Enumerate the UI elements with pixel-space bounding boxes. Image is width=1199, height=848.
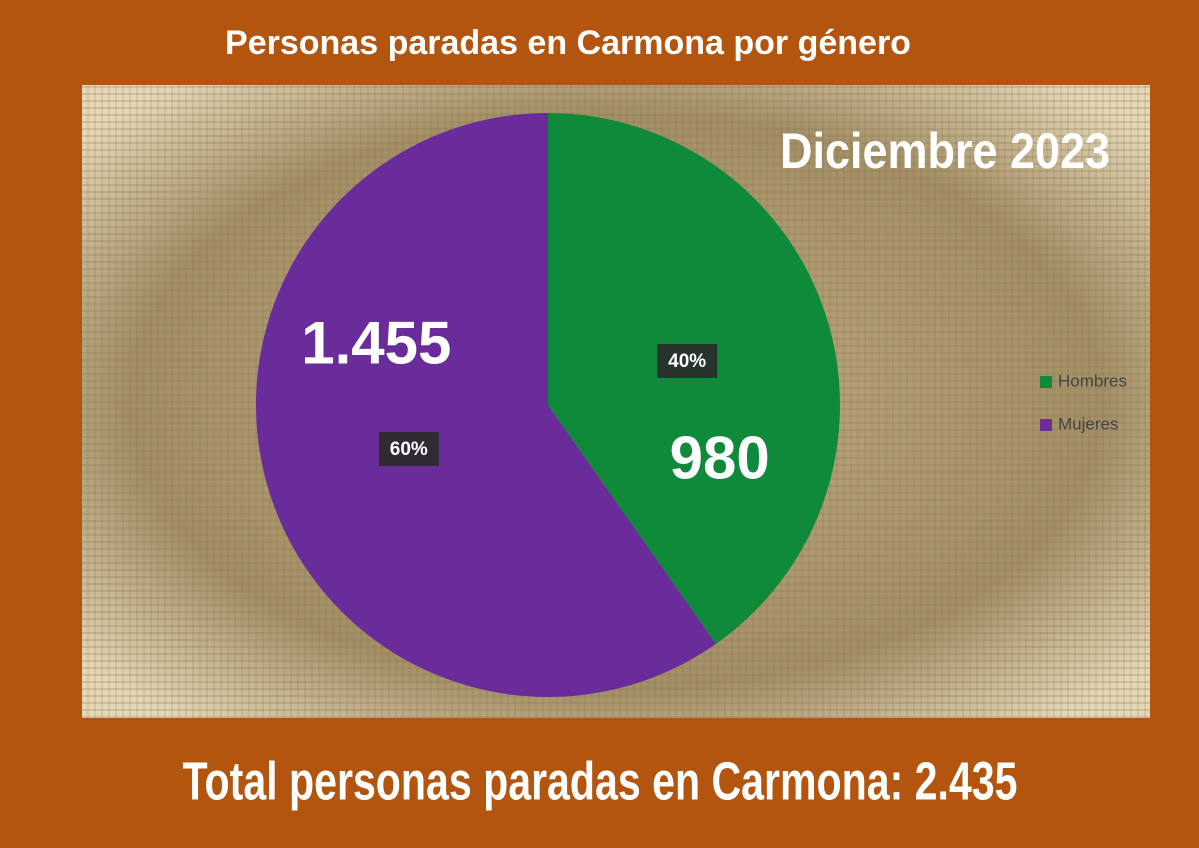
legend-swatch	[1040, 419, 1052, 431]
chart-footer: Total personas paradas en Carmona: 2.435	[183, 751, 1018, 811]
percent-label: 40%	[668, 351, 706, 372]
chart-subtitle: Diciembre 2023	[780, 123, 1110, 179]
legend-label: Mujeres	[1058, 414, 1118, 433]
percent-label-box	[657, 343, 718, 378]
value-label: 980	[670, 424, 770, 491]
legend-label: Hombres	[1058, 371, 1127, 390]
percent-label: 60%	[390, 439, 428, 460]
value-label: 1.455	[301, 309, 451, 376]
chart-title: Personas paradas en Carmona por género	[225, 24, 911, 62]
pie-slice	[548, 113, 840, 644]
pie-slice	[255, 112, 716, 698]
legend-swatch	[1040, 376, 1052, 388]
percent-label-box	[378, 432, 439, 467]
